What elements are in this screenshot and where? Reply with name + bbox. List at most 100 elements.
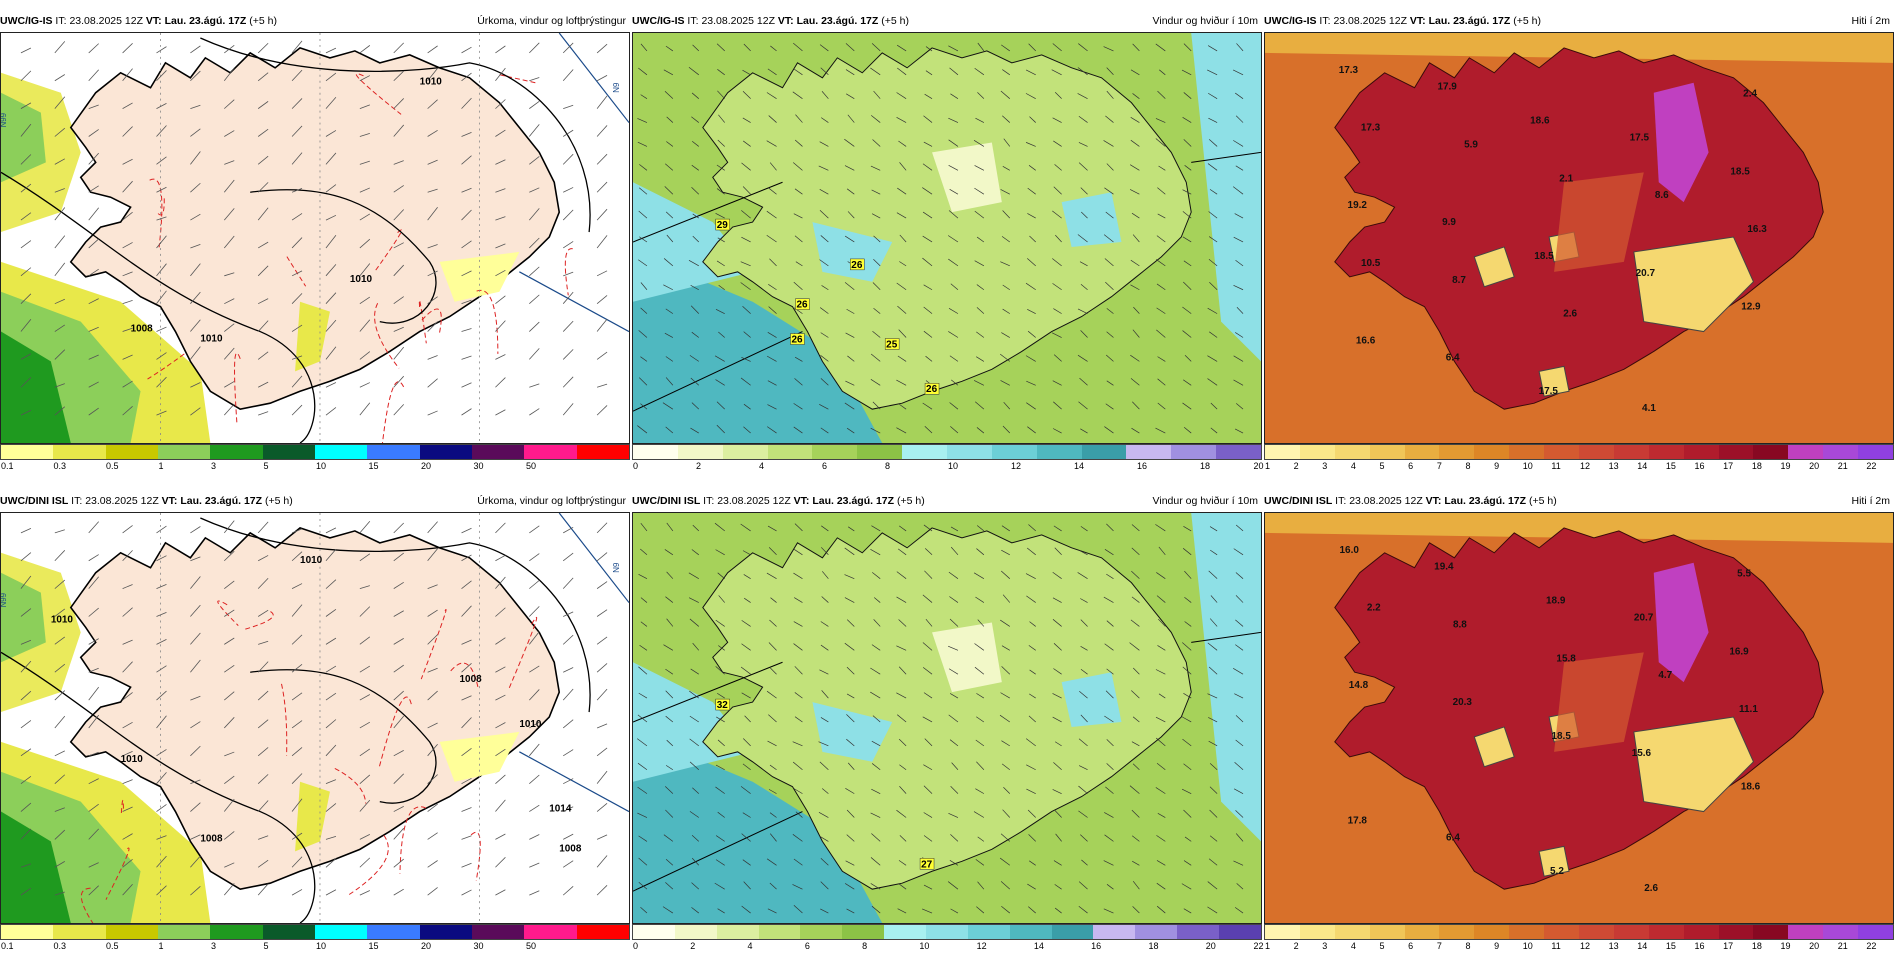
temperature-colorbar: [1264, 924, 1894, 940]
wind-arrow: [1235, 595, 1244, 603]
colorbar-tick-label: 5: [263, 461, 269, 471]
wind-arrow: [638, 259, 648, 267]
wind-barb: [461, 155, 472, 165]
wind-arrow: [845, 860, 855, 866]
wind-barb: [461, 889, 472, 896]
wind-arrow: [792, 741, 803, 747]
temperature-label: 18.6: [1530, 116, 1550, 127]
gust-marker: 25: [884, 338, 900, 350]
precip-map[interactable]: 1010 1010 1008 1010 N99 N9: [0, 32, 630, 444]
wind-arrow: [1000, 619, 1010, 627]
precip-colorbar-ticks: 0.1 0.3 0.5 1 3 5 10 15 20 30 50: [0, 941, 630, 953]
wind-barb: [325, 889, 337, 896]
wind-barb: [122, 859, 133, 868]
wind-arrow: [1184, 165, 1192, 171]
wind-arrow: [948, 645, 959, 651]
wind-arrow: [665, 715, 674, 723]
wind-arrow: [1157, 213, 1166, 219]
wind-map[interactable]: 32 27: [632, 512, 1262, 924]
colorbar-swatch: [1613, 445, 1649, 459]
init-time: 23.08.2025 12Z: [1349, 495, 1423, 507]
wind-barb: [190, 182, 201, 193]
wind-barb: [563, 778, 574, 785]
wind-arrow: [845, 380, 855, 386]
wind-barb: [529, 348, 540, 360]
wind-barb: [325, 130, 337, 137]
wind-barb: [562, 403, 574, 416]
wind-barb: [495, 354, 506, 360]
wind-map[interactable]: 29 26 26 26 25 26: [632, 32, 1262, 444]
wind-barb: [88, 885, 99, 896]
wind-arrow: [793, 643, 803, 651]
temperature-label: 20.7: [1636, 268, 1656, 279]
wind-barb: [563, 611, 574, 617]
wind-arrow: [742, 305, 751, 314]
wind-arrow: [897, 187, 907, 195]
wind-barb: [495, 637, 506, 645]
wind-arrow: [638, 187, 648, 195]
panel-top-wind: UWC/IG-IS IT: 23.08.2025 12Z VT: Lau. 23…: [632, 10, 1264, 475]
wind-barb: [529, 774, 540, 784]
wind-arrow: [769, 833, 777, 842]
wind-arrow: [637, 714, 648, 723]
wind-arrow: [898, 329, 907, 338]
temperature-label: 17.5: [1630, 132, 1650, 143]
wind-barb: [258, 411, 269, 416]
wind-arrow: [1235, 644, 1244, 651]
wind-arrow: [845, 43, 855, 52]
wind-arrow: [870, 115, 881, 123]
wind-arrow: [1155, 259, 1166, 267]
wind-arrow: [1080, 619, 1088, 627]
wind-arrow: [1129, 785, 1140, 794]
wind-barb: [156, 639, 167, 645]
colorbar-swatch: [1404, 925, 1440, 939]
wind-arrow: [715, 309, 725, 314]
wind-barb: [562, 688, 574, 701]
wind-area: [1061, 192, 1122, 247]
wind-barb: [156, 326, 167, 332]
wind-arrow: [665, 882, 674, 890]
wind-barb: [156, 584, 167, 589]
precip-map[interactable]: 1010 1010 1008 1010 1008 1010 1014 1008 N99 N9: [0, 512, 630, 924]
wind-barb: [359, 402, 371, 416]
wind-barb: [359, 799, 371, 812]
wind-barb: [223, 179, 235, 193]
colorbar-swatch: [262, 925, 315, 939]
panel-header: UWC/DINI ISL IT: 23.08.2025 12Z VT: Lau.…: [632, 490, 1262, 512]
wind-arrow: [1105, 354, 1114, 362]
wind-arrow: [717, 139, 725, 147]
graticule-line: [633, 181, 783, 243]
wind-arrow: [639, 644, 648, 651]
wind-arrow: [925, 618, 933, 627]
wind-barb: [20, 828, 32, 840]
wind-arrow: [951, 762, 959, 770]
wind-arrow: [974, 210, 985, 219]
wind-barb: [54, 41, 66, 54]
temperature-map[interactable]: 17.3 17.9 18.6 17.5 18.5 19.2 9.9 18.5 20.7 12.9 1…: [1264, 32, 1894, 444]
wind-barb: [393, 124, 405, 137]
wind-barb: [562, 749, 574, 757]
wind-arrow: [1080, 598, 1088, 603]
wind-barb: [54, 861, 65, 868]
wind-barb: [461, 97, 472, 109]
wind-barb: [223, 67, 235, 82]
wind-arrow: [688, 260, 699, 267]
wind-arrow: [637, 762, 648, 771]
wind-arrow: [795, 811, 803, 818]
temperature-label: 2.6: [1644, 883, 1658, 894]
wind-barb: [393, 638, 404, 645]
wind-barb: [88, 778, 99, 785]
wind-arrow: [717, 69, 725, 76]
svg-text:26: 26: [791, 334, 803, 345]
temperature-label: 2.4: [1743, 89, 1757, 100]
temperature-label: 20.7: [1634, 612, 1654, 623]
temperature-map[interactable]: 16.0 19.4 18.9 20.7 16.9 14.8 20.3 18.5 15.6 18.6…: [1264, 512, 1894, 924]
wind-arrow: [768, 547, 777, 556]
wind-arrow: [898, 140, 907, 147]
wind-barb: [529, 187, 540, 193]
wind-arrow: [820, 858, 829, 866]
valid-label: VT:: [1409, 15, 1426, 27]
wind-arrow: [974, 666, 985, 675]
wind-barb: [190, 407, 201, 416]
wind-arrow: [689, 738, 700, 747]
